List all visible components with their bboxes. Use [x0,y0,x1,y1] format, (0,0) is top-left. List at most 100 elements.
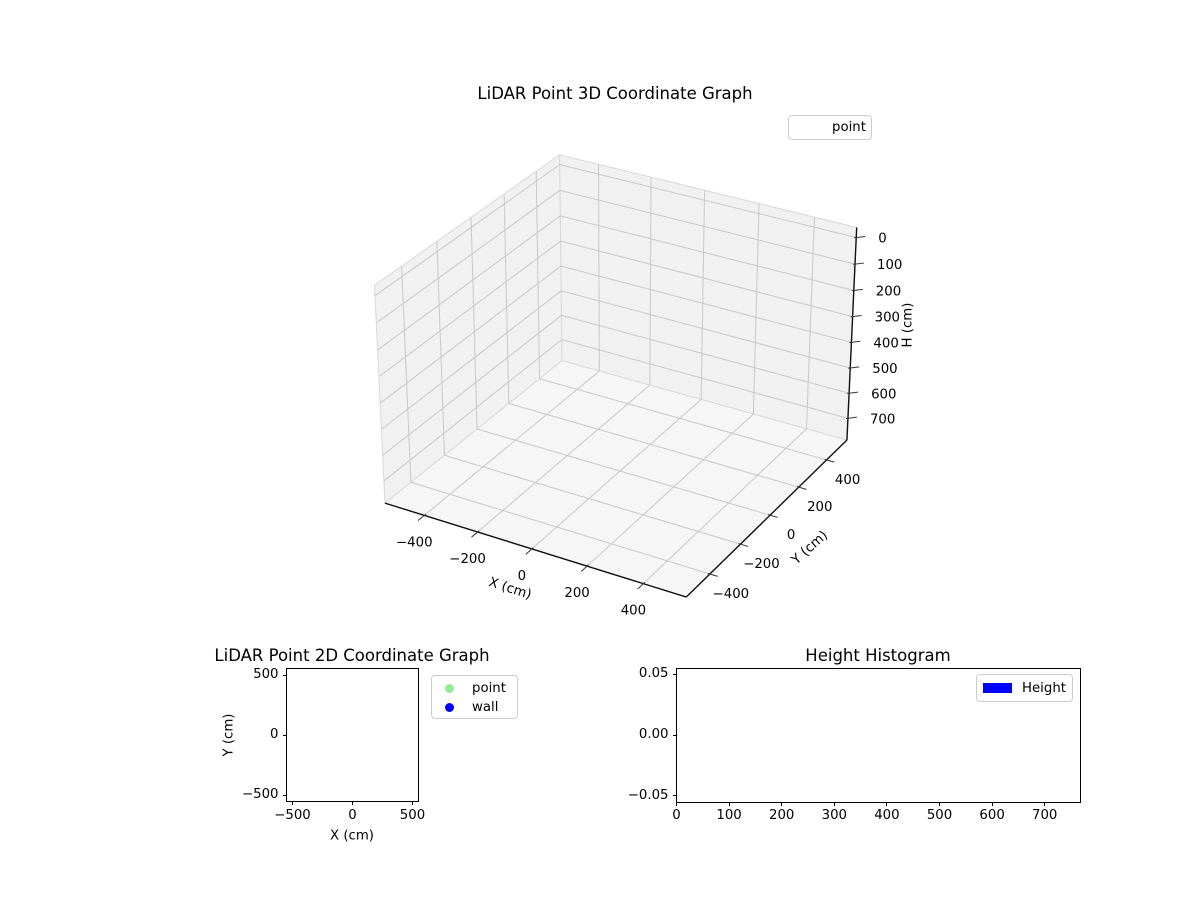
grid-line-z-left [377,215,561,351]
tick-mark [849,340,861,344]
tick-label: 300 [821,807,847,823]
tick-mark [282,734,287,736]
tick-mark [672,795,677,797]
tick-mark [824,458,835,463]
tick-mark [707,572,718,577]
tick-mark [525,547,534,555]
legend-item-point: point [432,679,517,698]
tick-mark [728,802,730,806]
grid-line-z-left [383,339,563,482]
tick-mark [282,794,287,796]
tick-label: 600 [979,807,1005,823]
hist-title: Height Histogram [805,646,951,665]
tick-label: 0.05 [638,666,669,682]
tick-mark [848,366,860,369]
z-axis-spine [846,227,858,441]
y-tick-label: −400 [713,587,750,602]
grid-line-y-floor [508,403,799,488]
legend-item-wall: wall [432,698,517,717]
grid-line-x-floor [423,370,600,516]
tick-label: 500 [253,667,279,682]
grid-line-z-left [374,164,561,297]
grid-line-z-left [382,314,562,456]
grid-line-z-left [379,265,562,404]
tick-mark [676,802,677,806]
tick-mark [471,530,480,538]
legend-label-wall: wall [472,700,499,715]
tick-mark [852,262,865,265]
tick-mark [672,673,677,675]
tick-mark [854,235,866,239]
legend-label-Height: Height [1022,680,1066,696]
tick-mark [991,802,993,806]
grid-line-y-wall [470,217,478,429]
grid-line-y-floor [476,428,771,516]
hist-axes [676,668,1081,803]
legend-marker-wall [445,703,454,712]
tick-label: 200 [769,807,795,823]
z-tick-label: 300 [875,311,900,326]
tick-label: −500 [274,807,311,823]
z-tick-label: 0 [878,232,886,247]
tick-mark [738,543,749,547]
tick-label: −0.05 [627,787,669,803]
tick-mark [886,802,888,806]
grid-line-z-right [561,290,851,369]
plot3d-legend: point [788,115,872,140]
grid-line-y-wall [436,241,445,456]
grid-line-x-wall [700,190,706,400]
grid-line-x-floor [643,428,807,585]
y-tick-label: −200 [743,557,780,572]
grid-line-x-wall [806,217,815,429]
tick-mark [580,564,589,572]
tick-mark [833,802,835,806]
plot2d-xaxis-label: X (cm) [330,828,374,844]
tick-mark [352,801,353,805]
z-tick-label: 500 [872,362,897,377]
grid-line-z-right [560,215,854,292]
tick-label: 500 [926,807,953,823]
grid-line-z-right [559,164,857,239]
tick-mark [850,314,862,318]
grid-line-z-right [561,339,849,419]
z-tick-label: 600 [871,387,896,402]
plot3d-zaxis-label: H (cm) [900,302,916,348]
grid-line-y-wall [503,193,510,404]
grid-line-x-wall [649,177,652,386]
grid-line-y-floor [539,378,827,461]
plot2d-legend: point wall [431,675,518,719]
z-tick-label: 100 [877,258,902,273]
grid-line-z-left [378,240,561,378]
grid-line-z-left [381,290,562,430]
legend-marker-point [799,123,818,133]
tick-label: 0.00 [638,727,669,742]
y-tick-label: 400 [835,473,860,488]
plot2d-title: LiDAR Point 2D Coordinate Graph [214,646,490,665]
grid-line-x-wall [752,203,760,414]
grid-line-y-wall [401,266,412,483]
tick-label: 400 [874,807,900,823]
tick-label: −500 [241,787,279,802]
tick-mark [292,801,293,805]
tick-mark [845,416,857,420]
tick-mark [1044,802,1046,806]
tick-label: 0 [348,807,357,823]
x-tick-label: 400 [621,604,646,619]
tick-mark [851,288,863,292]
y-tick-label: 200 [807,500,832,515]
grid-line-y-floor [410,481,711,575]
grid-line-z-right [559,189,856,265]
plot2d-axes [286,668,419,802]
legend-swatch-Height [983,683,1012,693]
tick-label: 0 [270,727,279,742]
z-tick-label: 400 [873,336,898,351]
tick-label: 700 [1032,807,1058,823]
tick-mark [637,581,646,590]
tick-mark [412,801,413,805]
grid-line-x-wall [597,164,600,372]
tick-mark [796,486,807,490]
x-tick-label: 0 [518,569,526,584]
z-tick-label: 700 [870,412,895,427]
plot3d-canvas: −400−2000200400−400−20002004000100200300… [373,153,902,619]
